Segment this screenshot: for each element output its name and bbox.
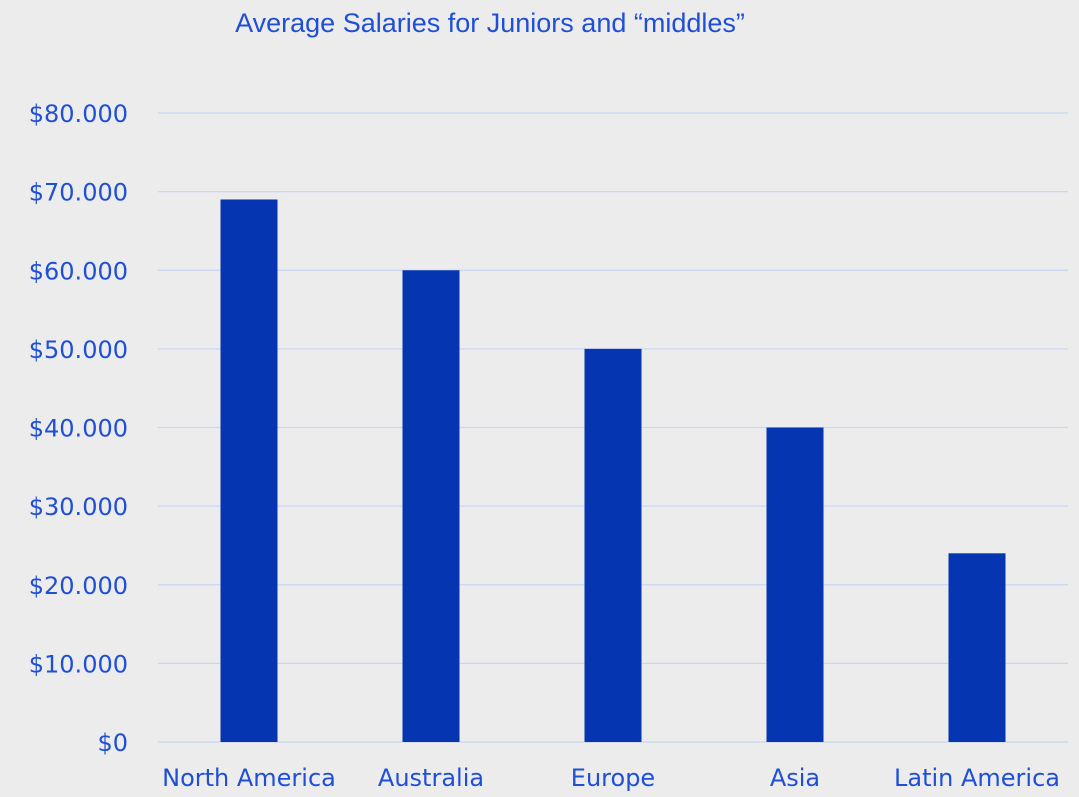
x-category-label: Latin America [894, 764, 1060, 792]
x-axis-categories: North America Australia Europe Asia Latin Am… [162, 764, 1060, 792]
bar [766, 427, 824, 742]
bar [948, 553, 1006, 742]
bar [402, 270, 460, 742]
x-category-label: Asia [770, 764, 820, 792]
bar [220, 199, 278, 743]
x-category-label: North America [162, 764, 336, 792]
x-category-label: Europe [571, 764, 655, 792]
y-axis-ticks: $0 $10.000 $20.000 $30.000 $40.000 $50.000 $60… [29, 100, 128, 757]
y-tick-label: $50.000 [29, 336, 128, 364]
y-tick-label: $0 [97, 729, 128, 757]
y-tick-label: $10.000 [29, 650, 128, 678]
y-tick-label: $60.000 [29, 257, 128, 285]
chart-title: Average Salaries for Juniors and “middle… [235, 8, 745, 38]
y-tick-label: $70.000 [29, 179, 128, 207]
bar [584, 348, 642, 742]
y-tick-label: $40.000 [29, 415, 128, 443]
y-tick-label: $20.000 [29, 572, 128, 600]
y-tick-label: $30.000 [29, 493, 128, 521]
bars [220, 199, 1006, 743]
x-category-label: Australia [378, 764, 484, 792]
y-tick-label: $80.000 [29, 100, 128, 128]
